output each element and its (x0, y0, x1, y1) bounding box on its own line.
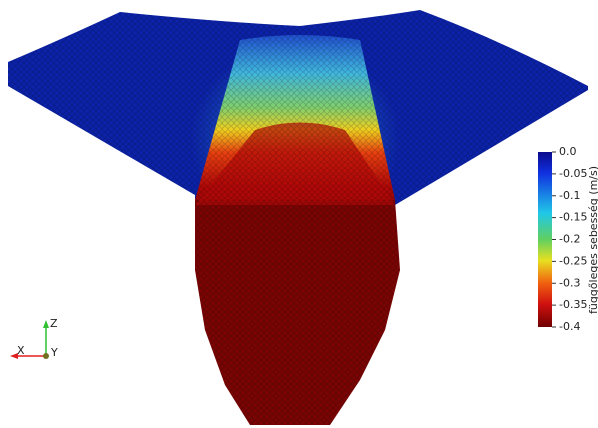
colorbar-tick-label: -0.15 (559, 211, 587, 224)
colorbar-tick-label: -0.3 (559, 276, 580, 289)
colorbar-tick-label: -0.4 (559, 320, 580, 333)
particle-hopper (8, 10, 588, 425)
colorbar-tick-label: -0.05 (559, 167, 587, 180)
colorbar-tick-label: -0.2 (559, 233, 580, 246)
colorbar-tick-label: -0.1 (559, 189, 580, 202)
colorbar-tick-label: -0.25 (559, 254, 587, 267)
z-label: Z (50, 317, 58, 330)
colorbar-tick-label: -0.35 (559, 298, 587, 311)
x-label: X (17, 344, 25, 357)
colorbar: 0.0-0.05-0.1-0.15-0.2-0.25-0.3-0.35-0.4 … (538, 145, 598, 333)
y-axis (43, 353, 49, 359)
colorbar-title: függőleges sebesség (m/s) (587, 166, 598, 314)
axes-triad: Z X Y (10, 317, 58, 359)
y-label: Y (50, 346, 58, 359)
colorbar-gradient (538, 152, 552, 327)
x-arrow (10, 353, 18, 359)
z-arrow (43, 320, 49, 328)
colorbar-tick-label: 0.0 (559, 145, 577, 158)
